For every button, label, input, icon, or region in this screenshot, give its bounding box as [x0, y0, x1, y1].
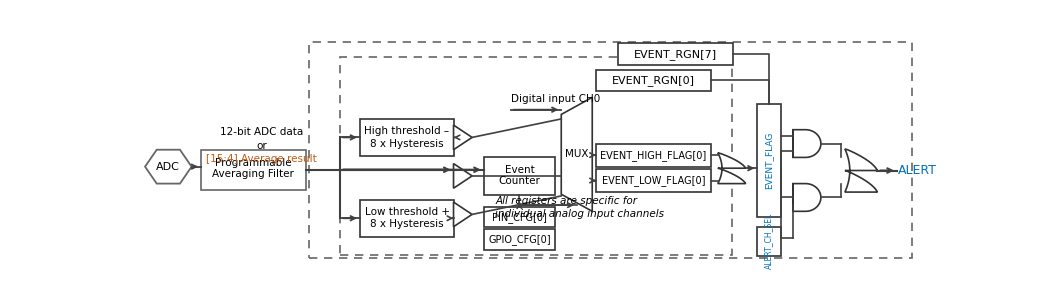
- Bar: [757, 103, 780, 218]
- Bar: [360, 200, 454, 237]
- Text: MUX: MUX: [565, 149, 588, 159]
- Bar: [360, 119, 454, 156]
- Text: GPIO_CFG[0]: GPIO_CFG[0]: [488, 234, 551, 245]
- Polygon shape: [844, 149, 877, 192]
- Polygon shape: [793, 184, 821, 211]
- Polygon shape: [453, 164, 472, 188]
- Bar: [200, 150, 305, 190]
- Text: individual analog input channels: individual analog input channels: [495, 209, 664, 219]
- Bar: [757, 227, 780, 256]
- Text: Event: Event: [505, 165, 534, 175]
- Bar: [340, 57, 732, 255]
- Polygon shape: [453, 202, 472, 227]
- Bar: [484, 229, 555, 250]
- Text: [15:4] Average result: [15:4] Average result: [206, 154, 317, 164]
- Bar: [618, 44, 732, 65]
- Text: ALERT: ALERT: [898, 164, 938, 177]
- Text: ALERT_CH_SEL: ALERT_CH_SEL: [765, 213, 773, 269]
- Text: EVENT_HIGH_FLAG[0]: EVENT_HIGH_FLAG[0]: [600, 150, 707, 161]
- Polygon shape: [793, 130, 821, 157]
- Text: High threshold –: High threshold –: [364, 126, 450, 136]
- Text: EVENT_FLAG: EVENT_FLAG: [765, 132, 773, 189]
- Polygon shape: [718, 153, 746, 184]
- Text: EVENT_RGN[7]: EVENT_RGN[7]: [634, 49, 716, 60]
- Text: All registers are specific for: All registers are specific for: [495, 195, 638, 206]
- Text: 8 x Hysteresis: 8 x Hysteresis: [370, 139, 444, 149]
- Text: ADC: ADC: [156, 162, 180, 172]
- Polygon shape: [453, 125, 472, 150]
- Text: Low threshold +: Low threshold +: [364, 207, 450, 217]
- Bar: [309, 42, 913, 257]
- Bar: [484, 157, 555, 195]
- Bar: [596, 70, 711, 91]
- Text: or: or: [256, 141, 266, 151]
- Text: PIN_CFG[0]: PIN_CFG[0]: [492, 212, 547, 223]
- Text: Programmable: Programmable: [215, 158, 292, 168]
- Polygon shape: [145, 150, 192, 184]
- Text: 12-bit ADC data: 12-bit ADC data: [219, 127, 303, 137]
- Bar: [596, 169, 711, 192]
- Text: 8 x Hysteresis: 8 x Hysteresis: [370, 219, 444, 229]
- Text: EVENT_LOW_FLAG[0]: EVENT_LOW_FLAG[0]: [602, 175, 705, 186]
- Polygon shape: [561, 97, 593, 211]
- Bar: [484, 207, 555, 227]
- Text: Averaging Filter: Averaging Filter: [212, 169, 294, 179]
- Text: EVENT_RGN[0]: EVENT_RGN[0]: [612, 75, 695, 86]
- Bar: [596, 144, 711, 167]
- Text: Digital input CH0: Digital input CH0: [511, 94, 600, 104]
- Text: Counter: Counter: [498, 176, 540, 186]
